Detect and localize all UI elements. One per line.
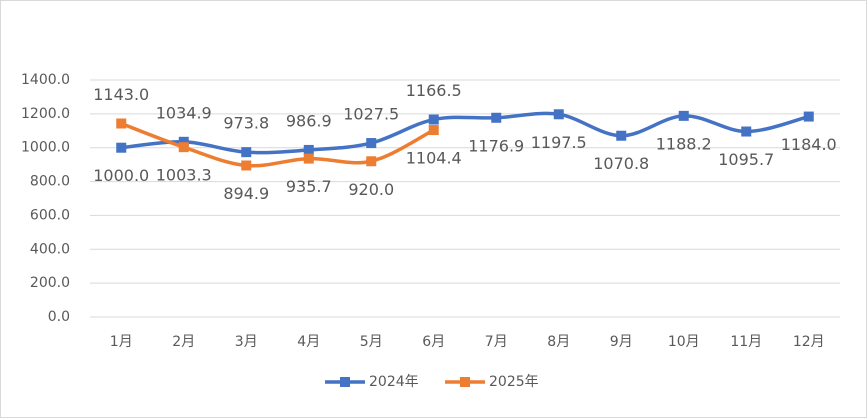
point-marker bbox=[428, 125, 439, 136]
point-marker bbox=[678, 110, 689, 121]
data-label: 1095.7 bbox=[718, 150, 774, 169]
point-marker bbox=[241, 147, 252, 158]
data-label: 1176.9 bbox=[468, 136, 524, 155]
point-marker bbox=[428, 114, 439, 125]
x-tick-label: 9月 bbox=[610, 334, 633, 350]
point-marker bbox=[616, 130, 627, 141]
y-tick-label: 1200.0 bbox=[21, 106, 70, 122]
data-label: 1184.0 bbox=[781, 135, 837, 154]
data-label: 920.0 bbox=[348, 180, 394, 199]
data-label: 1104.4 bbox=[406, 149, 462, 168]
point-marker bbox=[741, 126, 752, 137]
data-label: 1166.5 bbox=[406, 81, 462, 100]
point-marker bbox=[303, 144, 314, 155]
x-tick-label: 11月 bbox=[730, 334, 762, 350]
x-tick-label: 7月 bbox=[485, 334, 508, 350]
series-line bbox=[120, 121, 435, 168]
data-label: 986.9 bbox=[286, 111, 332, 130]
point-marker bbox=[116, 142, 127, 153]
y-tick-label: 1000.0 bbox=[21, 140, 70, 156]
x-tick-label: 10月 bbox=[668, 334, 700, 350]
point-marker bbox=[366, 156, 377, 167]
x-tick-label: 5月 bbox=[360, 334, 383, 350]
data-label: 973.8 bbox=[223, 114, 269, 133]
data-label: 1143.0 bbox=[93, 85, 149, 104]
y-tick-label: 400.0 bbox=[30, 241, 70, 257]
data-label: 1070.8 bbox=[593, 154, 649, 173]
legend-marker bbox=[340, 377, 350, 387]
data-label: 894.9 bbox=[223, 184, 269, 203]
y-tick-label: 1400.0 bbox=[21, 72, 70, 88]
y-tick-label: 800.0 bbox=[30, 174, 70, 190]
x-tick-label: 3月 bbox=[235, 334, 258, 350]
point-marker bbox=[241, 160, 252, 171]
legend-label: 2025年 bbox=[489, 374, 539, 390]
data-label: 1188.2 bbox=[656, 134, 712, 153]
x-tick-label: 1月 bbox=[110, 334, 133, 350]
point-marker bbox=[366, 138, 377, 149]
legend-marker bbox=[460, 377, 470, 387]
data-label: 1027.5 bbox=[343, 105, 399, 124]
data-label: 1000.0 bbox=[93, 166, 149, 185]
data-label: 1034.9 bbox=[156, 103, 212, 122]
x-tick-label: 8月 bbox=[547, 334, 570, 350]
x-tick-label: 12月 bbox=[793, 334, 825, 350]
point-marker bbox=[178, 142, 189, 153]
x-tick-label: 6月 bbox=[422, 334, 445, 350]
x-tick-label: 4月 bbox=[297, 334, 320, 350]
point-marker bbox=[178, 136, 189, 147]
point-marker bbox=[303, 153, 314, 164]
x-tick-label: 2月 bbox=[172, 334, 195, 350]
y-tick-label: 200.0 bbox=[30, 275, 70, 291]
point-marker bbox=[553, 109, 564, 120]
data-label: 1003.3 bbox=[156, 166, 212, 185]
y-tick-label: 0.0 bbox=[48, 309, 70, 325]
data-label: 935.7 bbox=[286, 177, 332, 196]
point-marker bbox=[803, 111, 814, 122]
legend-label: 2024年 bbox=[369, 374, 419, 390]
data-label: 1197.5 bbox=[531, 133, 587, 152]
point-marker bbox=[116, 118, 127, 129]
y-tick-label: 600.0 bbox=[30, 207, 70, 223]
point-marker bbox=[491, 112, 502, 123]
